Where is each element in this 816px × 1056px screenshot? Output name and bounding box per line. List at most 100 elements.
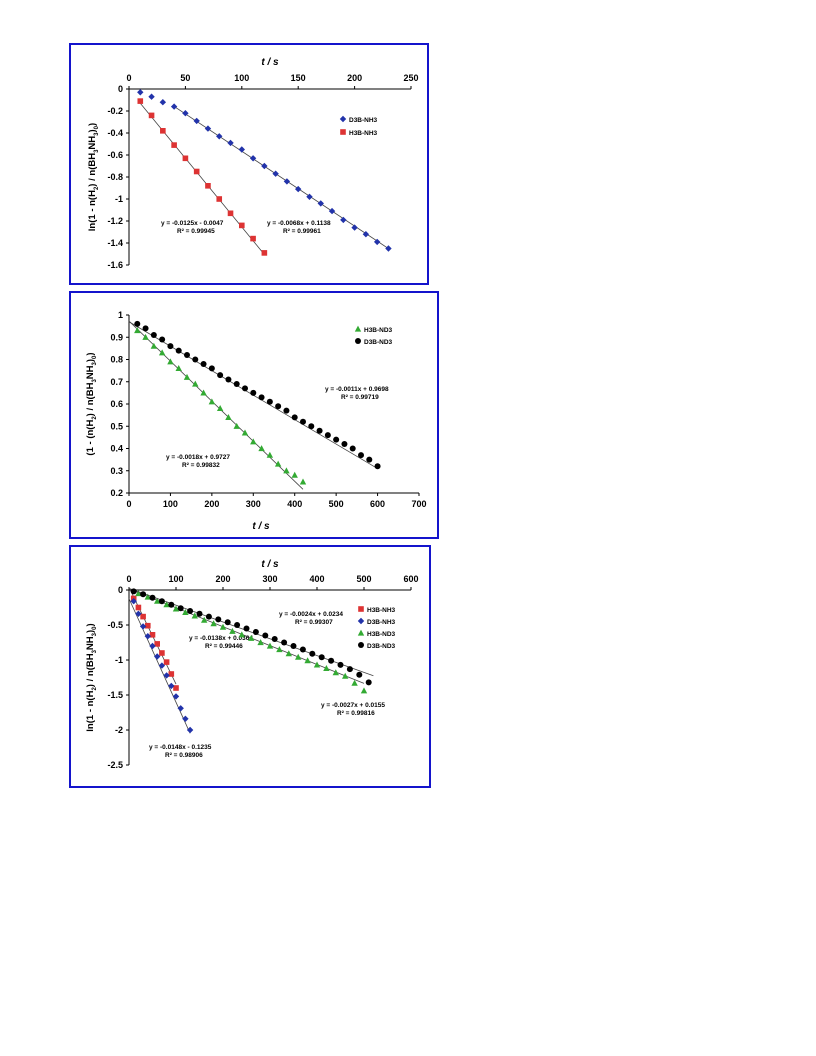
- chart-2-point-H3B-ND3: [291, 471, 298, 478]
- chart-3-x-tick-label: 300: [262, 574, 277, 584]
- chart-3-y-tick-label: 0: [118, 585, 123, 595]
- chart-panel-3: 0 100 200 300 400 500 600 0 -0.5 -1 -1.5 -2 -2.5 t / …: [69, 545, 431, 788]
- chart-3-fit-line-H3B-ND3: [128, 588, 365, 684]
- chart-3-legend-label-H3B-NH3: H3B-NH3: [367, 607, 396, 614]
- chart-2-point-D3B-ND3: [233, 380, 240, 387]
- chart-1-point-H3B-NH3: [160, 128, 166, 134]
- chart-1-x-tick-label: 250: [403, 73, 418, 83]
- chart-3-series-D3B-ND3: [128, 587, 374, 686]
- chart-3-point-D3B-ND3: [224, 619, 231, 626]
- chart-2-point-H3B-ND3: [299, 478, 307, 485]
- chart-2-point-D3B-ND3: [275, 403, 282, 410]
- chart-2-point-H3B-ND3: [283, 467, 290, 474]
- chart-1-point-H3B-NH3: [250, 235, 256, 242]
- chart-1-y-tick-label: -1.4: [107, 238, 123, 248]
- chart-3-legend-marker-H3B-NH3: [358, 606, 364, 612]
- chart-2-point-H3B-ND3: [258, 445, 265, 452]
- chart-3-point-H3B-ND3: [266, 642, 274, 649]
- chart-1-point-D3B-NH3: [182, 110, 189, 117]
- chart-1-point-D3B-NH3: [362, 231, 370, 238]
- chart-2-fit-equation-H3B-ND3: y = -0.0018x + 0.9727: [166, 454, 230, 461]
- chart-2-point-D3B-ND3: [324, 432, 331, 439]
- chart-3-point-D3B-ND3: [365, 679, 372, 686]
- chart-1-y-tick-label: -0.6: [107, 150, 123, 160]
- chart-3-point-H3B-NH3: [149, 632, 156, 638]
- chart-1-point-D3B-NH3: [283, 178, 291, 185]
- chart-1-point-H3B-NH3: [137, 98, 144, 104]
- chart-3-point-H3B-ND3: [285, 650, 292, 657]
- chart-3-point-D3B-ND3: [299, 646, 306, 653]
- chart-1-point-H3B-NH3: [182, 155, 189, 162]
- chart-3-point-H3B-ND3: [172, 605, 180, 612]
- chart-3-y-tick-label: -0.5: [107, 620, 123, 630]
- chart-2-point-D3B-ND3: [250, 389, 257, 396]
- chart-2-y-tick-label: 0.4: [110, 444, 123, 454]
- chart-3-point-H3B-ND3: [229, 627, 236, 634]
- chart-2-point-D3B-ND3: [175, 347, 182, 354]
- chart-1-fit-line-D3B-NH3: [173, 106, 389, 249]
- chart-3-point-D3B-ND3: [205, 613, 212, 620]
- chart-3-point-D3B-ND3: [215, 616, 222, 623]
- chart-1-point-D3B-NH3: [204, 125, 212, 132]
- chart-3-point-D3B-ND3: [234, 622, 241, 628]
- chart-3-point-H3B-ND3: [360, 687, 368, 694]
- chart-1-point-D3B-NH3: [249, 155, 257, 162]
- chart-3-fit-r2-H3B-NH3: R² = 0.99446: [205, 643, 243, 650]
- chart-2-point-D3B-ND3: [291, 414, 298, 421]
- chart-3-point-D3B-NH3: [186, 726, 194, 734]
- chart-2-point-D3B-ND3: [134, 320, 141, 327]
- chart-3-point-H3B-ND3: [332, 669, 339, 676]
- chart-1-point-H3B-NH3: [239, 222, 245, 229]
- chart-2-point-D3B-ND3: [225, 376, 232, 383]
- chart-3-point-H3B-ND3: [210, 620, 217, 627]
- chart-3-fit-equation-D3B-ND3: y = -0.0024x + 0.0234: [279, 611, 343, 618]
- chart-2-point-D3B-ND3: [266, 398, 273, 405]
- chart-3-point-H3B-ND3: [276, 646, 283, 653]
- chart-1-y-tick-label: 0: [118, 84, 123, 94]
- chart-1-point-H3B-NH3: [205, 183, 211, 189]
- chart-2-y-tick-label: 0.9: [110, 332, 123, 342]
- chart-1-legend-marker-H3B-NH3: [340, 129, 346, 135]
- chart-3-point-H3B-NH3: [173, 685, 179, 691]
- chart-2-point-H3B-ND3: [158, 349, 166, 356]
- chart-3-point-D3B-ND3: [177, 605, 184, 612]
- chart-3-point-D3B-NH3: [172, 693, 180, 700]
- chart-2-y-tick-label: 1: [118, 310, 123, 320]
- chart-3-point-D3B-ND3: [187, 608, 194, 614]
- chart-3-point-H3B-ND3: [351, 679, 358, 686]
- chart-3-x-tick-label: 0: [126, 574, 131, 584]
- chart-3-point-H3B-ND3: [257, 639, 264, 646]
- chart-3-point-D3B-NH3: [168, 682, 175, 690]
- chart-3-fit-r2-D3B-NH3: R² = 0.98906: [165, 752, 203, 759]
- chart-3-point-H3B-ND3: [219, 623, 227, 630]
- chart-3-point-H3B-ND3: [201, 616, 208, 623]
- chart-2-point-D3B-ND3: [333, 436, 340, 443]
- chart-2-x-tick-label: 400: [287, 499, 302, 509]
- chart-1-point-D3B-NH3: [385, 245, 392, 252]
- chart-1-point-H3B-NH3: [227, 210, 234, 217]
- chart-3-point-D3B-ND3: [271, 636, 278, 642]
- chart-3-y-tick-label: -1: [115, 655, 123, 665]
- chart-3-point-D3B-ND3: [252, 629, 259, 635]
- chart-1-point-H3B-NH3: [171, 142, 177, 148]
- chart-1-point-D3B-NH3: [351, 224, 358, 231]
- chart-1-svg: 0 50 100 150 200 250 0 -0.2 -0.4 -0.6 -0.8 -1 -1.2 -1…: [87, 57, 419, 270]
- chart-1-point-H3B-NH3: [148, 112, 155, 119]
- chart-1-point-D3B-NH3: [373, 238, 381, 246]
- chart-3-point-H3B-ND3: [154, 597, 161, 604]
- chart-3-point-D3B-NH3: [177, 705, 184, 712]
- chart-1-y-axis-title: ln(1 - n(H2) / n(BH3NH3)0): [87, 123, 100, 231]
- chart-3-fit-equation-D3B-NH3: y = -0.0148x - 0.1235: [149, 744, 212, 751]
- chart-3-point-D3B-ND3: [356, 671, 363, 678]
- chart-1-x-axis-title: t / s: [261, 57, 279, 68]
- chart-2-series-D3B-ND3: [128, 320, 381, 470]
- chart-1-point-D3B-NH3: [340, 216, 347, 224]
- chart-3-svg: 0 100 200 300 400 500 600 0 -0.5 -1 -1.5 -2 -2.5 t / …: [85, 559, 419, 770]
- chart-3-fit-r2-D3B-ND3: R² = 0.99307: [295, 619, 333, 626]
- chart-1-y-tick-label: -0.4: [107, 128, 123, 138]
- chart-2-point-D3B-ND3: [192, 356, 199, 363]
- chart-panel-2: 0 100 200 300 400 500 600 700 1 0.9 0.8 0.7 0.6 0.5 0.…: [69, 291, 439, 539]
- chart-2-fit-equation-D3B-ND3: y = -0.0011x + 0.9698: [325, 386, 389, 393]
- chart-3-point-H3B-ND3: [144, 593, 151, 600]
- chart-3-point-D3B-NH3: [154, 653, 161, 660]
